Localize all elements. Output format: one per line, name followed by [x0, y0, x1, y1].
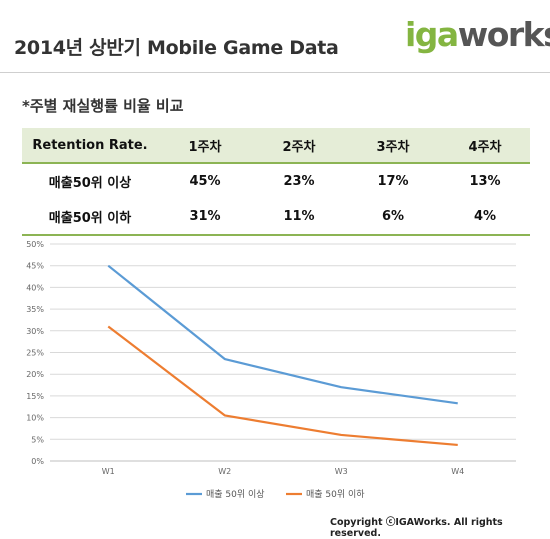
table-header-cell: 2주차 — [282, 139, 316, 155]
x-tick-label: W1 — [102, 467, 115, 476]
y-tick-label: 25% — [26, 349, 44, 358]
table-cell: 4% — [473, 209, 497, 224]
logo-part-1: iga — [405, 15, 459, 54]
section-subtitle: *주별 재실행률 비율 비교 — [22, 97, 184, 115]
table-cell: 31% — [189, 209, 221, 224]
legend-label: 매출 50위 이상 — [206, 489, 265, 500]
table-header-cell: Retention Rate. — [32, 137, 148, 153]
y-axis-ticks: 0% 5% 10% 15% 20% 25% 30% 35% 40% 45% 50% — [26, 240, 44, 466]
x-axis-ticks: W1 W2 W3 W4 — [102, 467, 465, 476]
table-header-row: Retention Rate. 1주차 2주차 3주차 4주차 — [22, 128, 530, 163]
table-header-cell: 1주차 — [188, 139, 222, 155]
y-tick-label: 5% — [31, 435, 44, 444]
y-tick-label: 20% — [26, 370, 44, 379]
table-row-label: 매출50위 이상 — [48, 176, 132, 191]
table-cell: 23% — [283, 174, 315, 189]
y-tick-label: 50% — [26, 240, 44, 249]
retention-table: Retention Rate. 1주차 2주차 3주차 4주차 매출50위 이상… — [22, 128, 530, 236]
header: 2014년 상반기 Mobile Game Data igaworks — [0, 0, 550, 70]
y-tick-label: 10% — [26, 414, 44, 423]
table-header-cell: 4주차 — [468, 139, 502, 155]
series-line — [107, 264, 458, 405]
retention-line-chart: 0% 5% 10% 15% 20% 25% 30% 35% 40% 45% 50% W1 W2 W3 W4… — [26, 240, 516, 500]
x-tick-label: W2 — [218, 467, 231, 476]
page-title: 2014년 상반기 Mobile Game Data — [14, 37, 339, 59]
chart-grid — [50, 243, 516, 462]
chart-legend: 매출 50위 이상 매출 50위 이하 — [186, 489, 365, 500]
series-line — [107, 325, 458, 447]
table-row-label: 매출50위 이하 — [48, 211, 132, 226]
logo-part-2: works — [457, 15, 550, 54]
chart-series-lines — [107, 264, 458, 447]
header-divider — [0, 72, 550, 73]
table-cell: 11% — [283, 209, 315, 224]
x-tick-label: W4 — [451, 467, 464, 476]
table-cell: 6% — [381, 209, 405, 224]
table-header-cell: 3주차 — [376, 139, 410, 155]
table-cell: 17% — [377, 174, 409, 189]
y-tick-label: 30% — [26, 327, 44, 336]
y-tick-label: 15% — [26, 392, 44, 401]
table-cell: 13% — [469, 174, 501, 189]
table-cell: 45% — [189, 174, 221, 189]
y-tick-label: 45% — [26, 262, 44, 271]
copyright-notice: Copyright ⓒIGAWorks. All rights reserved… — [330, 517, 503, 539]
chart-container: 0% 5% 10% 15% 20% 25% 30% 35% 40% 45% 50% W1 W2 W3 W4… — [18, 230, 532, 530]
y-tick-label: 40% — [26, 283, 44, 292]
legend-label: 매출 50위 이하 — [306, 489, 365, 500]
igaworks-logo: igaworks — [405, 18, 550, 51]
table-row: 매출50위 이상 45% 23% 17% 13% — [22, 163, 530, 199]
y-tick-label: 35% — [26, 305, 44, 314]
x-tick-label: W3 — [335, 467, 348, 476]
y-tick-label: 0% — [31, 457, 44, 466]
table-row: 매출50위 이하 31% 11% 6% 4% — [22, 199, 530, 235]
